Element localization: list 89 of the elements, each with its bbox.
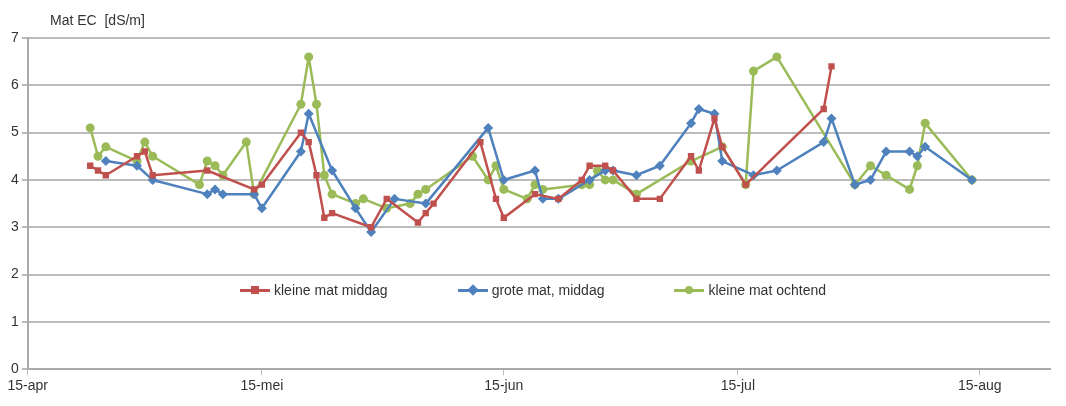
point — [194, 180, 204, 190]
point — [297, 129, 305, 136]
x-tick-label: 15-jul — [720, 377, 755, 394]
point — [828, 63, 835, 70]
point — [865, 174, 876, 185]
y-axis-title: Mat EC [dS/m] — [50, 12, 145, 28]
point — [85, 123, 95, 133]
point — [818, 137, 829, 148]
point — [210, 161, 220, 171]
point — [319, 170, 329, 180]
point — [141, 148, 149, 155]
point — [693, 103, 704, 114]
point — [132, 160, 143, 171]
y-tick-label: 1 — [10, 312, 19, 329]
point — [296, 99, 306, 109]
point — [608, 175, 618, 185]
point — [304, 52, 314, 62]
point — [421, 184, 431, 194]
point — [202, 156, 212, 166]
point — [241, 137, 251, 147]
point — [217, 189, 228, 200]
point — [654, 160, 665, 171]
point — [686, 118, 697, 129]
point — [358, 194, 368, 204]
x-tick-label: 15-jun — [484, 377, 524, 394]
y-tick-label: 2 — [10, 265, 19, 282]
point — [202, 189, 213, 200]
point — [327, 165, 338, 176]
point — [905, 184, 915, 194]
point — [584, 174, 595, 185]
point — [250, 186, 258, 193]
point — [920, 141, 931, 152]
point — [772, 52, 782, 62]
point — [695, 167, 703, 174]
point — [414, 219, 422, 226]
point — [586, 162, 593, 169]
y-tick-label: 5 — [10, 123, 19, 140]
point — [499, 184, 509, 194]
point — [881, 146, 892, 157]
point — [148, 151, 158, 161]
point — [313, 172, 320, 179]
point — [483, 122, 494, 133]
point — [912, 151, 923, 162]
point — [633, 195, 640, 203]
legend-label: kleine mat middag — [274, 282, 388, 298]
point — [149, 172, 156, 179]
point — [498, 174, 509, 185]
point — [100, 156, 111, 167]
x-tick-label: 15-mei — [240, 377, 284, 394]
point — [531, 190, 539, 198]
point — [631, 170, 642, 181]
y-tick-label: 6 — [10, 76, 19, 93]
point — [413, 189, 423, 199]
point — [600, 175, 610, 185]
point — [771, 165, 782, 176]
y-tick-label: 3 — [10, 218, 19, 235]
point — [420, 198, 431, 209]
point — [101, 142, 111, 152]
point — [256, 203, 267, 214]
point — [93, 151, 103, 161]
point — [94, 167, 102, 174]
point — [295, 146, 306, 157]
point — [258, 181, 266, 188]
point — [826, 113, 837, 124]
point — [389, 193, 400, 204]
y-tick-label: 0 — [10, 360, 19, 377]
point — [920, 118, 930, 128]
point — [327, 189, 337, 199]
point — [866, 161, 876, 171]
y-tick-label: 4 — [10, 170, 19, 187]
x-tick-label: 15-aug — [957, 377, 1002, 394]
point — [140, 137, 150, 147]
point — [430, 200, 437, 207]
point — [477, 138, 484, 146]
x-tick-label: 15-apr — [7, 377, 49, 394]
point — [717, 156, 728, 167]
point — [529, 165, 540, 176]
point — [881, 170, 891, 180]
point — [210, 184, 221, 195]
point — [904, 146, 915, 157]
point — [312, 99, 321, 109]
point — [711, 115, 718, 122]
legend-label: kleine mat ochtend — [708, 282, 826, 298]
point — [748, 66, 758, 76]
point — [350, 203, 361, 214]
y-tick-label: 7 — [10, 28, 19, 45]
point — [912, 161, 922, 171]
point — [204, 167, 211, 174]
legend-label: grote mat, middag — [491, 282, 605, 298]
